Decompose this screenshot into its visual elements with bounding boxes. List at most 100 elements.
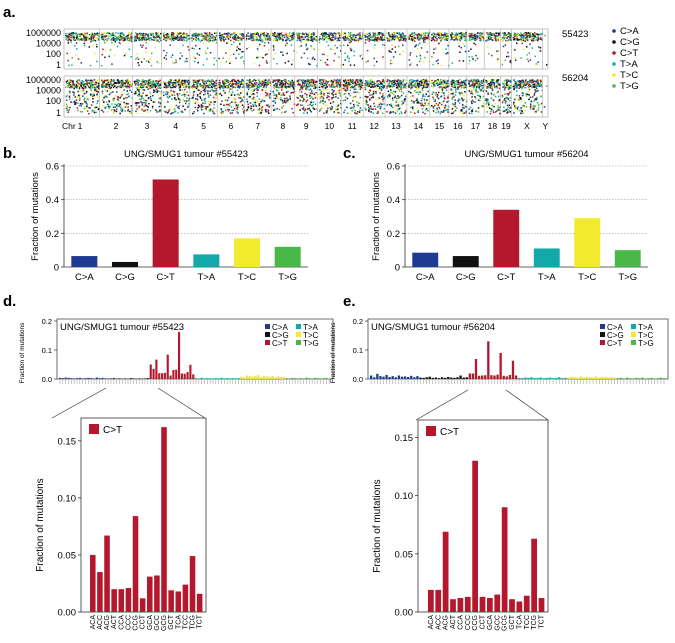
mutation-point <box>300 34 302 36</box>
mutation-point <box>113 83 115 85</box>
mutation-point <box>164 37 166 39</box>
mutation-point <box>359 35 361 37</box>
mutation-point <box>350 95 352 97</box>
mutation-point <box>187 58 189 60</box>
mutation-point <box>297 36 299 38</box>
mutation-point <box>432 38 434 40</box>
mutation-point <box>204 91 206 93</box>
mutation-point <box>310 97 312 99</box>
mutation-point <box>79 99 81 101</box>
mutation-point <box>205 108 207 110</box>
mutation-point <box>188 49 190 51</box>
mutation-point <box>95 107 97 109</box>
mutation-point <box>465 51 467 53</box>
mutation-point <box>108 104 110 106</box>
panel-letter-e: e. <box>343 293 356 310</box>
mutation-point <box>336 47 338 49</box>
mutation-point <box>256 34 258 36</box>
mutation-point <box>300 97 302 99</box>
mutation-point <box>357 81 359 83</box>
mutation-point <box>482 37 484 39</box>
mutation-point <box>201 40 203 42</box>
mutation-point <box>289 95 291 97</box>
mutation-point <box>383 39 385 41</box>
mutation-point <box>517 39 519 41</box>
mutation-point <box>290 98 292 100</box>
mutation-point <box>267 33 269 35</box>
mutation-point <box>76 99 78 101</box>
mutation-point <box>283 39 285 41</box>
mutation-point <box>150 33 152 35</box>
mutation-point <box>167 96 169 98</box>
mutation-point <box>347 84 349 86</box>
mutation-point <box>170 39 172 41</box>
mutation-point <box>415 37 417 39</box>
mutation-point <box>229 91 231 93</box>
mutation-point <box>152 95 154 97</box>
mutation-point <box>256 100 258 102</box>
mutation-point <box>299 91 301 93</box>
mutation-point <box>282 36 284 38</box>
mutation-point <box>75 96 77 98</box>
mutation-point <box>120 101 122 103</box>
mutation-point <box>76 86 78 88</box>
mutation-point <box>83 33 85 35</box>
mutation-point <box>186 40 188 42</box>
mutation-point <box>399 33 401 35</box>
mutation-point <box>323 79 325 81</box>
mutation-point <box>86 91 88 93</box>
mutation-point <box>223 40 225 42</box>
mutation-point <box>504 37 506 39</box>
mutation-point <box>258 39 260 41</box>
mutation-point <box>374 86 376 88</box>
mutation-point <box>534 32 536 34</box>
mutation-point <box>291 85 293 87</box>
mutation-point <box>82 84 84 86</box>
mutation-point <box>208 102 210 104</box>
mutation-point <box>249 38 251 40</box>
mutation-point <box>329 107 331 109</box>
mutation-point <box>306 39 308 41</box>
mutation-point <box>185 34 187 36</box>
mutation-point <box>222 38 224 40</box>
mutation-point <box>382 93 384 95</box>
mutation-point <box>265 32 267 34</box>
mutation-point <box>143 83 145 85</box>
mutation-point <box>480 35 482 37</box>
mutation-point <box>333 90 335 92</box>
mutation-point <box>310 93 312 95</box>
mutation-point <box>106 39 108 41</box>
mutation-point <box>254 63 256 65</box>
mutation-point <box>348 35 350 37</box>
mutation-point <box>445 53 447 55</box>
mutation-point <box>432 64 434 66</box>
mutation-point <box>347 113 349 115</box>
mutation-point <box>92 101 94 103</box>
mutation-point <box>405 38 407 40</box>
mutation-point <box>156 85 158 87</box>
mutation-point <box>122 109 124 111</box>
mutation-point <box>394 32 396 34</box>
mutation-point <box>205 32 207 34</box>
mutation-point <box>278 40 280 42</box>
mutation-point <box>311 105 313 107</box>
mutation-point <box>529 44 531 46</box>
mutation-point <box>458 34 460 36</box>
mutation-point <box>298 97 300 99</box>
mutation-point <box>261 109 263 111</box>
mutation-point <box>464 45 466 47</box>
mutation-point <box>145 110 147 112</box>
mutation-point <box>251 110 253 112</box>
mutation-point <box>163 35 165 37</box>
mutation-point <box>227 107 229 109</box>
mutation-point <box>225 100 227 102</box>
mutation-point <box>239 81 241 83</box>
mutation-point <box>503 37 505 39</box>
mutation-point <box>138 38 140 40</box>
mutation-point <box>347 55 349 57</box>
mutation-point <box>225 84 227 86</box>
mutation-point <box>227 34 229 36</box>
mutation-point <box>208 95 210 97</box>
mutation-point <box>68 82 70 84</box>
